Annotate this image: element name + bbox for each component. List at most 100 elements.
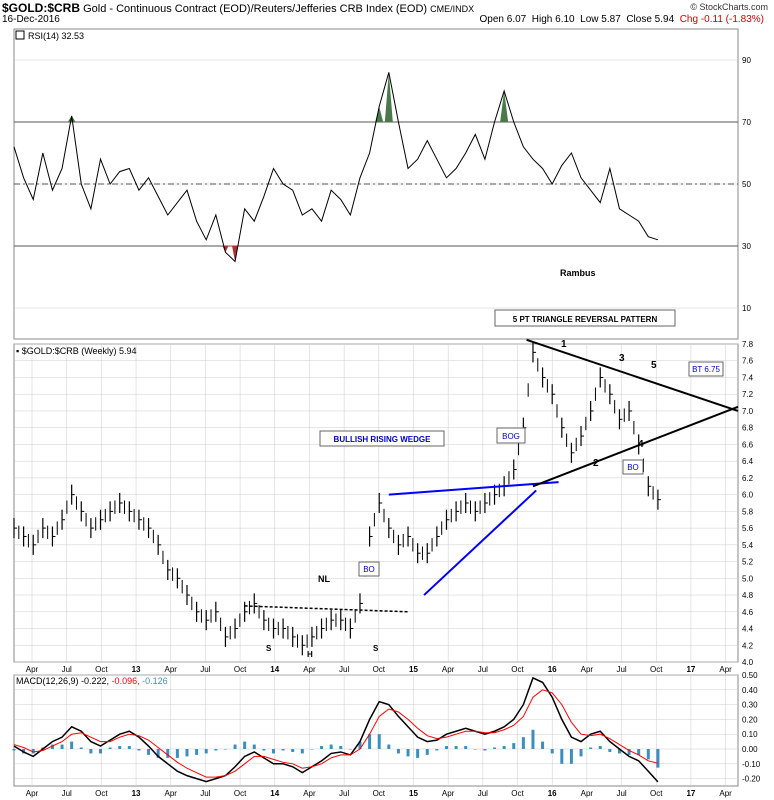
triangle-point-5: 5: [651, 360, 657, 371]
macd-histogram-bar: [252, 744, 256, 749]
price-xtick-label: Apr: [164, 665, 177, 674]
chart-title: $GOLD:$CRB Gold - Continuous Contract (E…: [2, 1, 474, 15]
macd-histogram-bar: [579, 749, 583, 757]
macd-histogram-bar: [339, 746, 343, 749]
macd-histogram-bar: [50, 744, 54, 749]
macd-histogram-bar: [368, 734, 372, 749]
price-xtick-label: Oct: [650, 665, 663, 674]
macd-histogram-bar: [387, 744, 391, 749]
macd-histogram-bar: [444, 746, 448, 749]
macd-label-part: -0.096,: [112, 676, 143, 686]
macd-histogram-bar: [646, 749, 650, 760]
right-shoulder-label: S: [373, 644, 379, 653]
price-ytick-label: 4.2: [742, 641, 754, 650]
triangle-point-4: 4: [638, 439, 644, 450]
chart-header: $GOLD:$CRB Gold - Continuous Contract (E…: [0, 0, 774, 28]
macd-signal-line: [13, 689, 659, 778]
macd-histogram-bar: [175, 749, 179, 758]
macd-histogram-bar: [79, 747, 83, 749]
price-ytick-label: 5.0: [742, 574, 754, 583]
macd-xtick-label: Oct: [373, 789, 386, 798]
macd-histogram-bar: [589, 747, 593, 749]
macd-histogram-bar: [291, 749, 295, 752]
macd-histogram-bar: [416, 749, 420, 758]
bt-label-box: [688, 361, 724, 377]
price-xtick-label: Jul: [62, 665, 72, 674]
triangle-pattern-label: 5 PT TRIANGLE REVERSAL PATTERN: [513, 315, 658, 324]
triangle-point-3: 3: [619, 353, 625, 364]
macd-histogram-bar: [473, 749, 477, 750]
macd-histogram-bar: [262, 749, 266, 751]
macd-xtick-label: Apr: [442, 789, 455, 798]
price-xtick-label: Apr: [303, 665, 316, 674]
macd-histogram-bar: [243, 741, 247, 749]
price-xtick-label: Apr: [442, 665, 455, 674]
price-ytick-label: 7.8: [742, 340, 754, 349]
price-xtick-label: 16: [548, 665, 557, 674]
symbol: $GOLD:$CRB: [2, 1, 81, 15]
quote-bar: Open 6.07 High 6.10 Low 5.87 Close 5.94 …: [480, 14, 764, 25]
macd-xtick-label: 17: [686, 789, 695, 798]
macd-histogram-bar: [127, 746, 131, 749]
price-xtick-label: Oct: [95, 665, 108, 674]
price-xtick-label: 15: [409, 665, 418, 674]
rsi-ytick-label: 90: [742, 56, 751, 65]
macd-histogram-bar: [70, 741, 74, 749]
macd-histogram-bar: [569, 749, 573, 764]
macd-histogram-bar: [493, 747, 497, 749]
price-ytick-label: 7.6: [742, 357, 754, 366]
wedge-lower-line: [423, 489, 537, 596]
price-xtick-label: Apr: [581, 665, 594, 674]
price-ytick-label: 7.2: [742, 390, 754, 399]
macd-histogram-bar: [310, 749, 314, 750]
macd-histogram-bar: [531, 729, 535, 749]
macd-histogram-bar: [608, 749, 612, 752]
macd-ytick-label: 0.10: [742, 730, 758, 739]
macd-histogram-bar: [223, 749, 227, 750]
left-shoulder-label: S: [266, 644, 272, 653]
quote-change: Chg -0.11 (-1.83%): [679, 14, 764, 25]
macd-histogram-bar: [396, 749, 400, 754]
macd-ytick-label: 0.30: [742, 701, 758, 710]
macd-histogram-bar: [137, 749, 141, 751]
price-ytick-label: 7.0: [742, 407, 754, 416]
price-ytick-label: 5.4: [742, 541, 754, 550]
price-ytick-label: 6.8: [742, 424, 754, 433]
macd-histogram-bar: [31, 749, 35, 754]
rsi-overbought-fill: [384, 72, 393, 122]
macd-ytick-label: 0.40: [742, 686, 758, 695]
macd-xtick-label: Apr: [303, 789, 316, 798]
rsi-oversold-fill: [232, 246, 239, 262]
macd-histogram-bar: [147, 749, 151, 755]
price-xtick-label: Jul: [339, 665, 349, 674]
macd-xtick-label: Oct: [511, 789, 524, 798]
rsi-legend-swatch: [15, 30, 25, 40]
macd-histogram-bar: [656, 749, 660, 768]
macd-xtick-label: Oct: [650, 789, 663, 798]
exchange: CME/INDX: [430, 4, 475, 14]
macd-ytick-label: -0.20: [742, 775, 761, 784]
macd-histogram-bar: [214, 749, 218, 751]
macd-histogram-bar: [483, 749, 487, 751]
description: Gold - Continuous Contract (EOD)/Reuters…: [83, 3, 428, 15]
macd-histogram-bar: [89, 749, 93, 754]
macd-xtick-label: 16: [548, 789, 557, 798]
macd-histogram-bar: [377, 734, 381, 749]
macd-label-part: -0.222,: [81, 676, 112, 686]
price-xtick-label: Oct: [234, 665, 247, 674]
macd-xtick-label: Apr: [26, 789, 39, 798]
quote-low: Low 5.87: [580, 14, 621, 25]
price-xtick-label: Apr: [26, 665, 39, 674]
macd-xtick-label: 13: [132, 789, 141, 798]
macd-histogram-bar: [12, 749, 16, 751]
macd-histogram-bar: [598, 746, 602, 749]
macd-xtick-label: Jul: [62, 789, 72, 798]
brand-watermark: © StockCharts.com: [690, 2, 768, 12]
macd-xtick-label: Jul: [200, 789, 210, 798]
price-ytick-label: 5.6: [742, 524, 754, 533]
rsi-ytick-label: 10: [742, 304, 751, 313]
macd-line: [13, 676, 659, 783]
chart-date: 16-Dec-2016: [2, 14, 60, 25]
macd-histogram-bar: [425, 749, 429, 755]
